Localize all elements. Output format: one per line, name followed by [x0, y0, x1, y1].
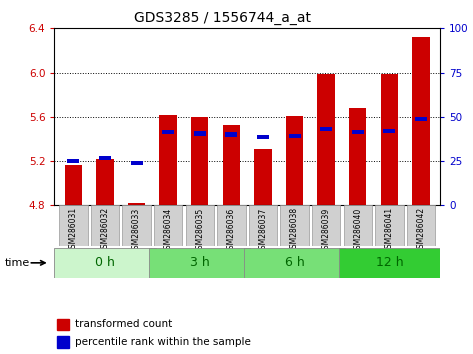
- FancyBboxPatch shape: [375, 205, 403, 246]
- Text: GSM286035: GSM286035: [195, 207, 204, 253]
- Text: GSM286042: GSM286042: [416, 207, 425, 253]
- Text: GSM286039: GSM286039: [322, 207, 331, 253]
- Bar: [57, 336, 69, 348]
- Bar: [412, 37, 429, 205]
- Text: GSM286034: GSM286034: [164, 207, 173, 253]
- Bar: [254, 149, 272, 205]
- Bar: [67, 159, 79, 163]
- Bar: [257, 135, 269, 139]
- Text: 6 h: 6 h: [285, 256, 305, 269]
- FancyBboxPatch shape: [312, 205, 341, 246]
- FancyBboxPatch shape: [280, 205, 309, 246]
- Bar: [96, 159, 114, 205]
- Bar: [320, 127, 332, 131]
- FancyBboxPatch shape: [123, 205, 151, 246]
- Bar: [381, 74, 398, 205]
- Bar: [349, 108, 367, 205]
- Text: 12 h: 12 h: [376, 256, 403, 269]
- Text: 3 h: 3 h: [190, 256, 210, 269]
- Bar: [383, 129, 395, 133]
- FancyBboxPatch shape: [185, 205, 214, 246]
- Text: GSM286040: GSM286040: [353, 207, 362, 253]
- Bar: [352, 130, 364, 135]
- FancyBboxPatch shape: [407, 205, 435, 246]
- FancyBboxPatch shape: [54, 248, 156, 278]
- Text: GSM286038: GSM286038: [290, 207, 299, 253]
- FancyBboxPatch shape: [339, 248, 440, 278]
- Bar: [128, 203, 145, 205]
- Text: transformed count: transformed count: [75, 319, 172, 329]
- Text: GSM286036: GSM286036: [227, 207, 236, 253]
- Bar: [191, 117, 209, 205]
- Bar: [225, 132, 237, 137]
- Bar: [223, 125, 240, 205]
- Text: GSM286037: GSM286037: [258, 207, 267, 253]
- Text: time: time: [5, 258, 30, 268]
- Bar: [57, 319, 69, 330]
- Bar: [286, 116, 303, 205]
- Bar: [194, 131, 206, 136]
- FancyBboxPatch shape: [217, 205, 245, 246]
- Bar: [162, 130, 174, 135]
- FancyBboxPatch shape: [59, 205, 88, 246]
- Bar: [159, 115, 177, 205]
- Text: 0 h: 0 h: [95, 256, 115, 269]
- Bar: [131, 161, 142, 165]
- Bar: [415, 117, 427, 121]
- Text: GSM286041: GSM286041: [385, 207, 394, 253]
- FancyBboxPatch shape: [154, 205, 183, 246]
- Text: GSM286033: GSM286033: [132, 207, 141, 253]
- FancyBboxPatch shape: [343, 205, 372, 246]
- Text: GSM286032: GSM286032: [100, 207, 109, 253]
- FancyBboxPatch shape: [244, 248, 345, 278]
- Text: percentile rank within the sample: percentile rank within the sample: [75, 337, 251, 347]
- Bar: [317, 74, 335, 205]
- FancyBboxPatch shape: [91, 205, 119, 246]
- Text: GDS3285 / 1556744_a_at: GDS3285 / 1556744_a_at: [134, 11, 311, 25]
- Bar: [289, 133, 300, 138]
- FancyBboxPatch shape: [249, 205, 277, 246]
- FancyBboxPatch shape: [149, 248, 250, 278]
- Bar: [65, 165, 82, 205]
- Bar: [99, 156, 111, 160]
- Text: GSM286031: GSM286031: [69, 207, 78, 253]
